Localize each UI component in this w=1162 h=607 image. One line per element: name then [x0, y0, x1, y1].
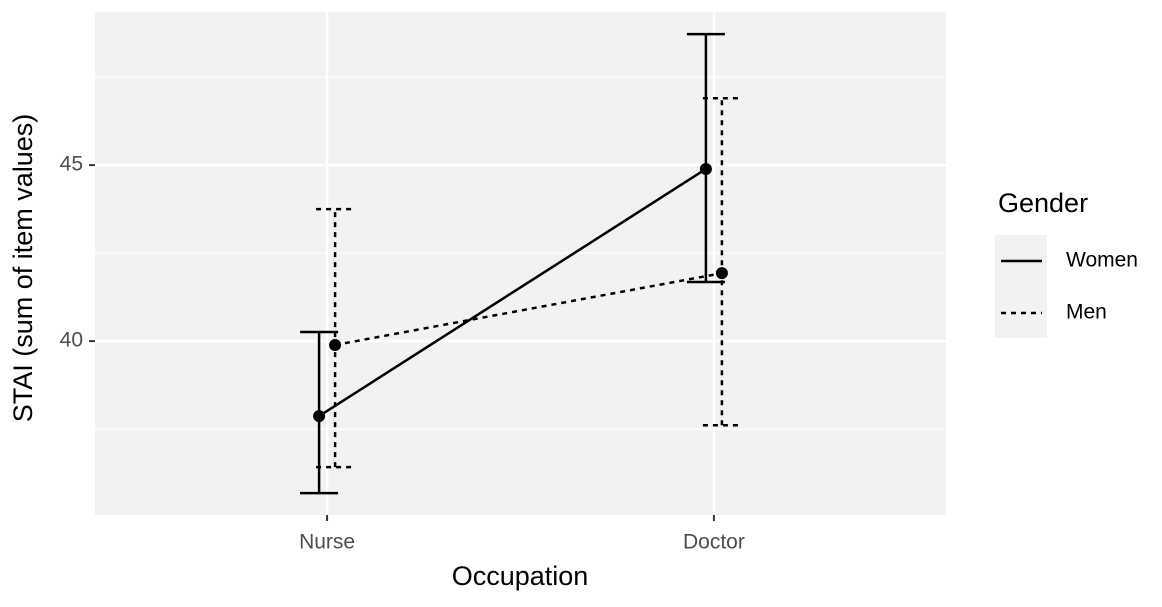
error-bar: [316, 207, 355, 469]
point: [699, 162, 712, 175]
grid: [95, 12, 946, 515]
point: [313, 410, 326, 423]
legend-key-bg: [995, 235, 1047, 338]
y-tick-label: 40: [60, 329, 83, 352]
error-bar: [702, 96, 741, 427]
y-axis-title: STAI (sum of item values): [8, 114, 38, 423]
legend-title: Gender: [998, 188, 1088, 218]
error-bar: [686, 32, 725, 284]
panel: [95, 12, 946, 515]
series-line: [318, 167, 707, 418]
x-axis-title: Occupation: [452, 561, 589, 591]
legend-label: Women: [1066, 249, 1138, 272]
x-tick-label: Nurse: [299, 531, 355, 554]
point: [329, 338, 342, 351]
point: [715, 267, 728, 280]
y-tick-label: 45: [60, 153, 83, 176]
legend-label: Men: [1066, 301, 1107, 324]
x-tick-label: Doctor: [683, 531, 745, 554]
